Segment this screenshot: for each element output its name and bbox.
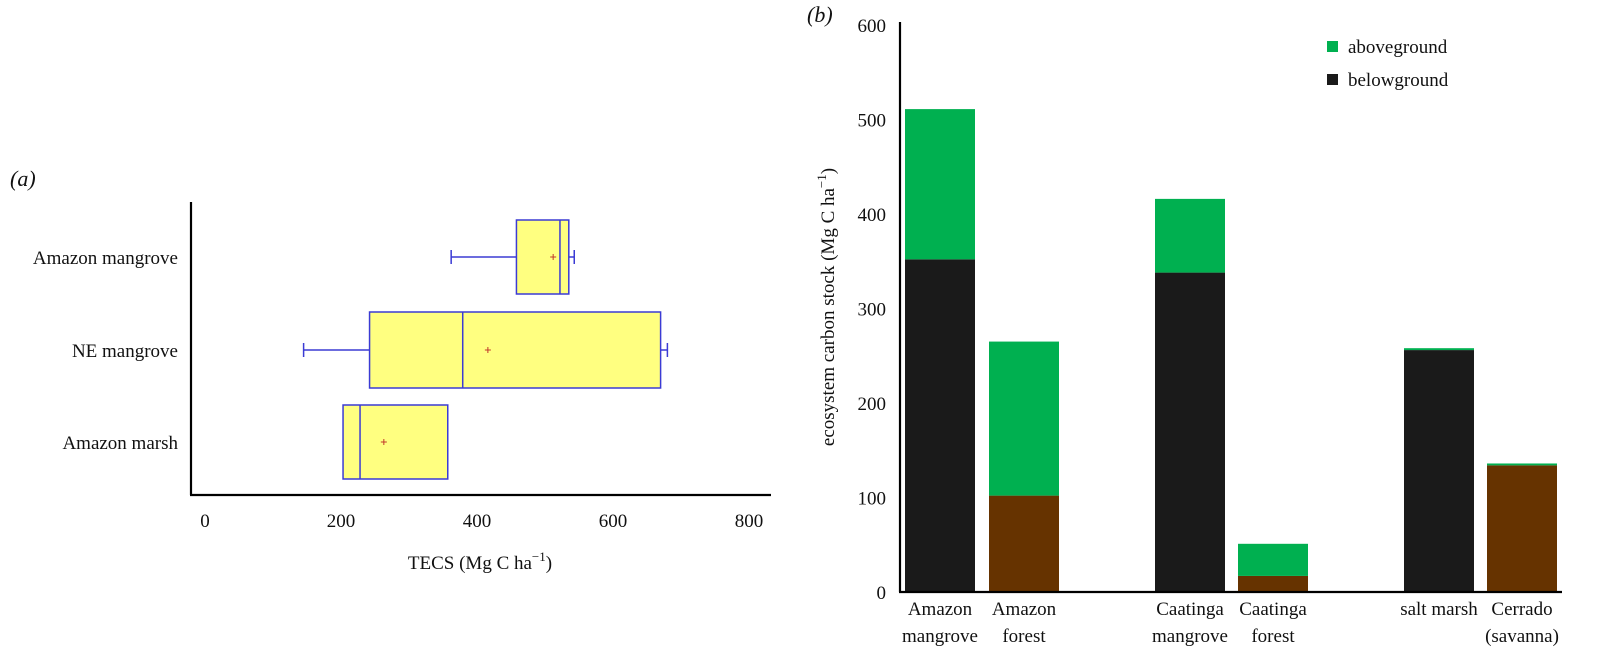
- y-tick-label: 400: [858, 205, 887, 226]
- category-label-line: (savanna): [1485, 626, 1559, 647]
- bar-group: [989, 341, 1059, 592]
- category-label-line: forest: [1251, 626, 1295, 647]
- bar-group: [1404, 348, 1474, 592]
- category-label: Amazon mangrove: [902, 599, 978, 647]
- category-label-line: Caatinga: [1239, 599, 1307, 620]
- x-tick-label: 200: [327, 511, 356, 532]
- box: [342, 404, 449, 480]
- x-axis-title: TECS (Mg C ha−1): [408, 549, 552, 574]
- x-tick-label: 600: [599, 511, 628, 532]
- legend-swatch: [1327, 74, 1338, 85]
- panel-a-label: (a): [10, 166, 36, 191]
- bar-aboveground: [1487, 463, 1557, 466]
- y-tick-label: 0: [877, 583, 887, 604]
- legend-label: aboveground: [1348, 37, 1448, 58]
- x-tick-label: 800: [735, 511, 764, 532]
- boxes: [302, 219, 669, 480]
- bar-aboveground: [1238, 543, 1308, 576]
- y-tick-label: 500: [858, 111, 887, 132]
- bar-belowground: [1238, 575, 1308, 592]
- category-label: Amazon mangrove: [33, 248, 178, 269]
- y-axis-title: ecosystem carbon stock (Mg C ha−1): [814, 168, 839, 446]
- bar-belowground: [1155, 272, 1225, 592]
- category-label: Amazon forest: [992, 599, 1057, 647]
- y-tick-label: 100: [858, 489, 887, 510]
- box: [515, 219, 570, 295]
- category-label-line: mangrove: [902, 626, 978, 647]
- bar-belowground: [989, 495, 1059, 592]
- bar-belowground: [905, 259, 975, 592]
- bar-aboveground: [989, 341, 1059, 496]
- box-group: [342, 404, 449, 480]
- category-label-line: Amazon: [908, 599, 973, 620]
- bar-aboveground: [1155, 198, 1225, 273]
- y-tick-label: 600: [858, 16, 887, 37]
- bars: [905, 109, 1557, 592]
- bar-group: [1487, 463, 1557, 592]
- category-label: Cerrado (savanna): [1485, 599, 1559, 647]
- x-tick-label: 400: [463, 511, 492, 532]
- category-label: Amazon marsh: [62, 433, 178, 454]
- legend-label: belowground: [1348, 70, 1449, 91]
- panel-b-label: (b): [807, 2, 833, 27]
- category-labels: Amazon mangrove NE mangrove Amazon marsh: [33, 248, 179, 454]
- category-label-line: salt marsh: [1400, 599, 1478, 620]
- x-tick-label: 0: [200, 511, 210, 532]
- category-label-line: mangrove: [1152, 626, 1228, 647]
- category-label: Caatinga mangrove: [1152, 599, 1228, 647]
- bar-belowground: [1487, 465, 1557, 592]
- y-tick-label: 300: [858, 300, 887, 321]
- category-label-line: forest: [1002, 626, 1046, 647]
- category-label: NE mangrove: [72, 341, 178, 362]
- bar-group: [1238, 543, 1308, 592]
- bar-belowground: [1404, 350, 1474, 592]
- box: [368, 311, 662, 389]
- category-labels: Amazon mangrove Amazon forest Caatinga mangro…: [902, 599, 1559, 647]
- category-label-line: Caatinga: [1156, 599, 1224, 620]
- category-label: salt marsh: [1400, 599, 1478, 620]
- category-label: Caatinga forest: [1239, 599, 1307, 647]
- bar-aboveground: [905, 109, 975, 260]
- x-tick-labels: 0 200 400 600 800: [200, 511, 763, 532]
- box-plot-panel: (a) 0 200 400 600 800 Amazon mangrove NE mang…: [10, 166, 771, 574]
- bar-group: [1155, 198, 1225, 592]
- legend: aboveground belowground: [1327, 37, 1449, 91]
- box-group: [302, 311, 669, 389]
- box-group: [450, 219, 575, 295]
- y-tick-labels: 0 100 200 300 400 500 600: [858, 16, 887, 604]
- bar-aboveground: [1404, 348, 1474, 351]
- legend-swatch: [1327, 41, 1338, 52]
- category-label-line: Cerrado: [1491, 599, 1552, 620]
- y-tick-label: 200: [858, 394, 887, 415]
- category-label-line: Amazon: [992, 599, 1057, 620]
- bar-group: [905, 109, 975, 592]
